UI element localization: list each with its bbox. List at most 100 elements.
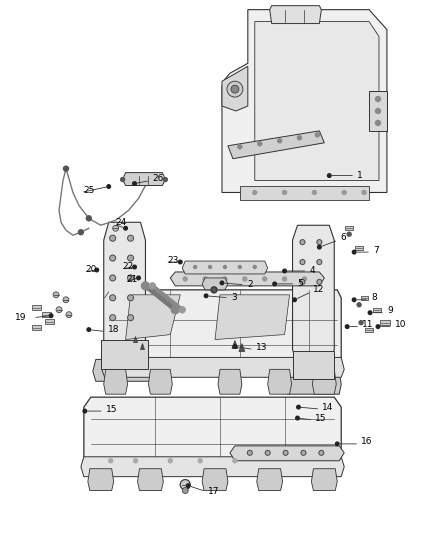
Circle shape <box>133 265 136 269</box>
Circle shape <box>293 298 296 302</box>
Circle shape <box>375 96 381 102</box>
Circle shape <box>247 450 252 455</box>
Circle shape <box>375 109 381 114</box>
Text: 26: 26 <box>152 174 164 183</box>
Text: 2: 2 <box>248 280 254 289</box>
Circle shape <box>110 295 116 301</box>
Circle shape <box>263 277 267 281</box>
Circle shape <box>182 488 188 494</box>
Circle shape <box>149 283 155 289</box>
Circle shape <box>86 216 91 221</box>
Circle shape <box>53 292 59 298</box>
Circle shape <box>336 442 339 446</box>
Bar <box>45 319 53 324</box>
Circle shape <box>124 227 127 230</box>
Circle shape <box>319 450 324 455</box>
Polygon shape <box>202 469 228 490</box>
Polygon shape <box>84 397 341 469</box>
Circle shape <box>220 281 224 285</box>
Circle shape <box>171 306 179 314</box>
Text: 6: 6 <box>340 233 346 241</box>
Polygon shape <box>101 340 148 369</box>
Text: 11: 11 <box>362 320 374 329</box>
Text: 8: 8 <box>371 293 377 302</box>
Polygon shape <box>141 343 145 350</box>
Polygon shape <box>170 272 324 286</box>
Circle shape <box>357 303 361 307</box>
Circle shape <box>227 81 243 97</box>
Polygon shape <box>202 278 228 290</box>
Polygon shape <box>93 359 159 381</box>
Polygon shape <box>88 469 114 490</box>
Circle shape <box>64 166 68 171</box>
Polygon shape <box>286 372 341 394</box>
Polygon shape <box>257 469 283 490</box>
Circle shape <box>208 265 212 269</box>
Circle shape <box>66 312 72 318</box>
Polygon shape <box>126 295 180 340</box>
Circle shape <box>315 133 319 137</box>
Circle shape <box>87 328 91 332</box>
Circle shape <box>258 142 262 146</box>
Circle shape <box>243 277 247 281</box>
Circle shape <box>127 295 134 301</box>
Polygon shape <box>182 261 268 274</box>
Text: 19: 19 <box>15 313 27 322</box>
Circle shape <box>83 409 87 413</box>
Circle shape <box>253 190 257 195</box>
Circle shape <box>297 405 300 409</box>
Circle shape <box>231 85 239 93</box>
Circle shape <box>141 282 149 290</box>
Bar <box>32 305 41 310</box>
Polygon shape <box>102 358 344 377</box>
Circle shape <box>180 480 190 490</box>
Polygon shape <box>270 6 321 23</box>
Circle shape <box>211 287 217 293</box>
Circle shape <box>317 279 322 285</box>
Circle shape <box>359 321 363 325</box>
Circle shape <box>187 484 190 487</box>
Circle shape <box>253 265 256 269</box>
Circle shape <box>163 177 167 182</box>
Circle shape <box>110 314 116 321</box>
Bar <box>365 328 373 332</box>
Circle shape <box>300 260 305 264</box>
Text: 1: 1 <box>357 171 363 180</box>
Polygon shape <box>134 336 138 343</box>
Circle shape <box>133 182 136 185</box>
Polygon shape <box>138 469 163 490</box>
Polygon shape <box>104 222 145 358</box>
Polygon shape <box>268 369 292 394</box>
Circle shape <box>179 307 185 313</box>
Circle shape <box>300 240 305 245</box>
Polygon shape <box>81 457 344 477</box>
Text: 17: 17 <box>208 487 219 496</box>
Polygon shape <box>222 10 387 192</box>
Circle shape <box>204 294 208 297</box>
Text: 3: 3 <box>231 293 237 302</box>
Circle shape <box>278 139 282 143</box>
Polygon shape <box>230 446 344 461</box>
Circle shape <box>78 230 83 235</box>
Circle shape <box>352 298 356 302</box>
Circle shape <box>265 450 270 455</box>
Circle shape <box>198 459 202 463</box>
Text: 9: 9 <box>387 306 393 315</box>
Bar <box>32 325 41 330</box>
Circle shape <box>63 297 69 303</box>
Circle shape <box>120 177 124 182</box>
Text: 20: 20 <box>86 265 97 274</box>
Circle shape <box>107 185 110 188</box>
Text: 25: 25 <box>83 186 94 195</box>
Circle shape <box>127 235 134 241</box>
Circle shape <box>347 232 351 236</box>
Circle shape <box>376 325 380 328</box>
Text: 22: 22 <box>123 262 134 271</box>
Bar <box>345 226 353 230</box>
Circle shape <box>362 190 366 195</box>
Text: 16: 16 <box>361 438 373 446</box>
Circle shape <box>318 245 321 249</box>
Circle shape <box>110 275 116 281</box>
Text: 10: 10 <box>395 320 406 329</box>
Circle shape <box>303 277 307 281</box>
